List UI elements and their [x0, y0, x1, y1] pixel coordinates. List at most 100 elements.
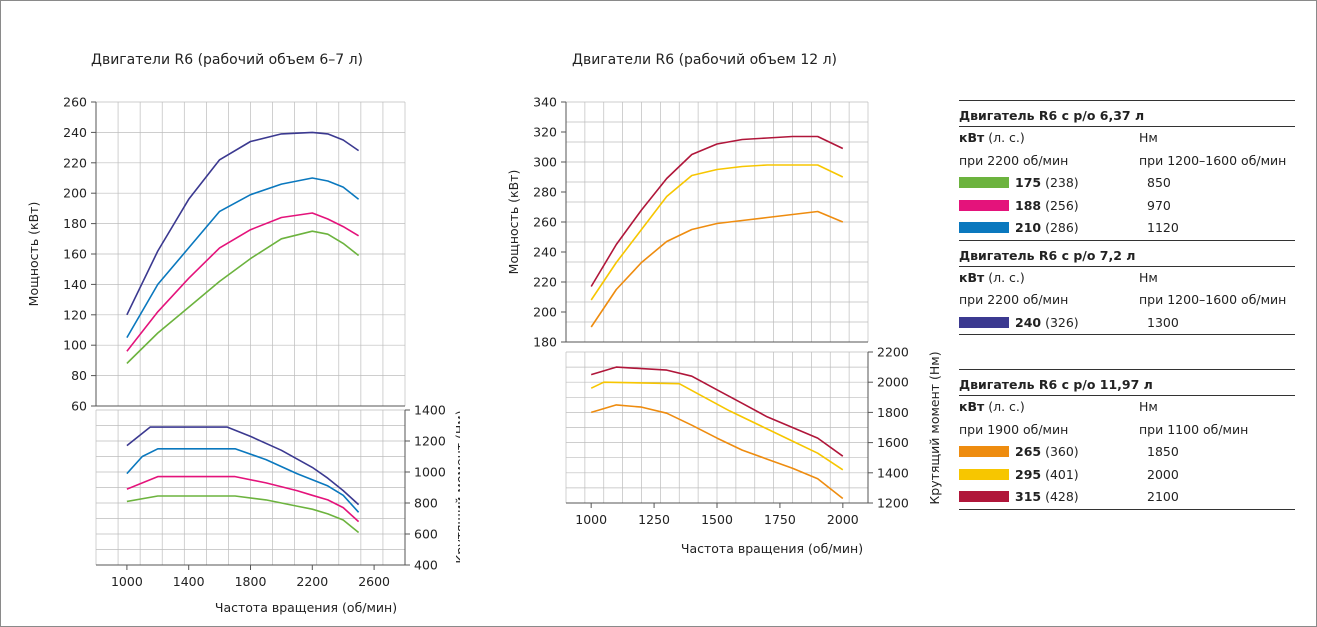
torque-tick-label: 1000	[414, 465, 446, 480]
power-tick-label: 180	[533, 335, 557, 350]
power-tick-label: 260	[63, 95, 87, 110]
legend-rpm-power: при 1900 об/мин	[959, 421, 1069, 437]
chart2-svg: 180 200 220 240 260 280 300 320 340 1200 1400 1600 1…	[506, 95, 942, 557]
power-tick-label: 160	[63, 247, 87, 262]
chart2-title: Двигатели R6 (рабочий объем 12 л)	[572, 52, 838, 68]
x-tick-label: 1500	[701, 512, 733, 527]
legend-row-g2-0: 240 (326) 1300	[959, 312, 1295, 335]
legend-unit-hp: (л. с.)	[984, 269, 1025, 285]
chart1-title: Двигатели R6 (рабочий объем 6–7 л)	[91, 52, 364, 68]
torque-line-orange	[590, 404, 844, 500]
legend-unit-kw: кВт	[959, 130, 985, 145]
legend: Двигатель R6 с р/о 6,37 л кВт (л. с.) Нм…	[959, 100, 1295, 510]
torque-line-blue	[126, 447, 360, 513]
legend-rpm-power: при 2200 об/мин	[959, 152, 1069, 168]
legend-kw-value: 210	[1015, 220, 1042, 235]
power-tick-label: 320	[533, 125, 557, 140]
power-tick-label: 120	[63, 307, 87, 322]
legend-hp-value: (238)	[1041, 175, 1079, 190]
torque-axis-title: Крутящий момент (Нм)	[927, 351, 942, 504]
legend-row-g3-1: 295 (401) 2000	[959, 464, 1295, 487]
legend-group1-units: кВт (л. с.) Нм	[959, 127, 1295, 150]
legend-group3-rpm: при 1900 об/мин при 1100 об/мин	[959, 419, 1295, 442]
power-tick-label: 100	[63, 338, 87, 353]
torque-tick-label: 2000	[877, 375, 909, 390]
power-line-navy	[126, 131, 360, 316]
legend-swatch	[959, 491, 1009, 502]
legend-unit-kw: кВт	[959, 269, 985, 285]
x-tick-label: 2200	[296, 574, 328, 589]
torque-line-green	[126, 495, 360, 534]
legend-hp-value: (286)	[1041, 220, 1079, 235]
power-line-orange	[590, 210, 844, 328]
x-tick-label: 2600	[358, 574, 390, 589]
legend-swatch	[959, 446, 1009, 457]
torque-tick-label: 1200	[877, 496, 909, 511]
legend-nm-value: 850	[1147, 175, 1171, 190]
power-tick-label: 180	[63, 216, 87, 231]
legend-swatch	[959, 222, 1009, 233]
torque-tick-label: 600	[414, 527, 438, 542]
torque-tick-label: 1600	[877, 435, 909, 450]
x-tick-label: 2000	[827, 512, 859, 527]
torque-line-crimson	[590, 366, 844, 457]
torque-tick-label: 400	[414, 558, 438, 573]
torque-line-yellow	[590, 381, 844, 471]
x-tick-label: 1800	[235, 574, 267, 589]
legend-row-g1-2: 210 (286) 1120	[959, 217, 1295, 240]
power-tick-label: 200	[63, 186, 87, 201]
legend-hp-value: (360)	[1041, 444, 1079, 459]
x-axis-title: Частота вращения (об/мин)	[215, 600, 397, 615]
torque-tick-label: 1200	[414, 434, 446, 449]
power-tick-label: 220	[63, 155, 87, 170]
power-tick-label: 260	[533, 215, 557, 230]
torque-tick-label: 1400	[414, 403, 446, 418]
legend-unit-hp: (л. с.)	[984, 399, 1025, 414]
legend-unit-kw: кВт	[959, 399, 985, 414]
legend-divider	[959, 334, 1295, 335]
power-tick-label: 280	[533, 185, 557, 200]
legend-rpm-torque: при 1200–1600 об/мин	[1139, 152, 1287, 168]
legend-group3-title: Двигатель R6 с р/о 11,97 л	[959, 369, 1295, 396]
legend-divider	[959, 508, 1295, 510]
power-tick-label: 300	[533, 155, 557, 170]
legend-kw-value: 188	[1015, 197, 1042, 213]
torque-tick-label: 1400	[877, 465, 909, 480]
legend-row-g3-0: 265 (360) 1850	[959, 441, 1295, 464]
legend-rpm-torque: при 1200–1600 об/мин	[1139, 292, 1287, 307]
legend-swatch	[959, 199, 1009, 211]
x-tick-label: 1000	[575, 512, 607, 527]
legend-kw-value: 295	[1015, 466, 1042, 482]
power-tick-label: 220	[533, 275, 557, 290]
power-tick-label: 140	[63, 277, 87, 292]
power-tick-label: 80	[71, 368, 87, 383]
torque-axis-title: Крутящий момент (Нм)	[453, 410, 460, 563]
power-line-magenta	[126, 212, 360, 352]
legend-kw-value: 265	[1015, 444, 1042, 459]
x-tick-label: 1400	[173, 574, 205, 589]
legend-kw-value: 175	[1015, 175, 1042, 190]
torque-tick-label: 800	[414, 496, 438, 511]
legend-unit-nm: Нм	[1139, 130, 1158, 145]
legend-rpm-torque: при 1100 об/мин	[1139, 421, 1249, 437]
power-axis-title: Мощность (кВт)	[26, 202, 41, 307]
legend-nm-value: 1850	[1147, 444, 1179, 459]
legend-nm-value: 970	[1147, 197, 1171, 213]
power-line-blue	[126, 177, 360, 339]
legend-group2-rpm: при 2200 об/мин при 1200–1600 об/мин	[959, 289, 1295, 312]
legend-swatch	[959, 316, 1009, 328]
legend-group1-rpm: при 2200 об/мин при 1200–1600 об/мин	[959, 150, 1295, 173]
torque-line-magenta	[126, 475, 360, 523]
power-tick-label: 60	[71, 399, 87, 414]
legend-kw-value: 240	[1015, 314, 1042, 330]
legend-row-g3-2: 315 (428) 2100	[959, 486, 1295, 509]
power-tick-label: 240	[533, 245, 557, 260]
legend-group2-title: Двигатель R6 с р/о 7,2 л	[959, 239, 1295, 267]
legend-group1-title: Двигатель R6 с р/о 6,37 л	[959, 100, 1295, 127]
x-tick-label: 1750	[764, 512, 796, 527]
legend-nm-value: 2100	[1147, 489, 1179, 504]
legend-swatch	[959, 177, 1009, 188]
legend-unit-nm: Нм	[1139, 269, 1158, 285]
legend-row-g1-0: 175 (238) 850	[959, 172, 1295, 195]
power-tick-label: 340	[533, 95, 557, 110]
